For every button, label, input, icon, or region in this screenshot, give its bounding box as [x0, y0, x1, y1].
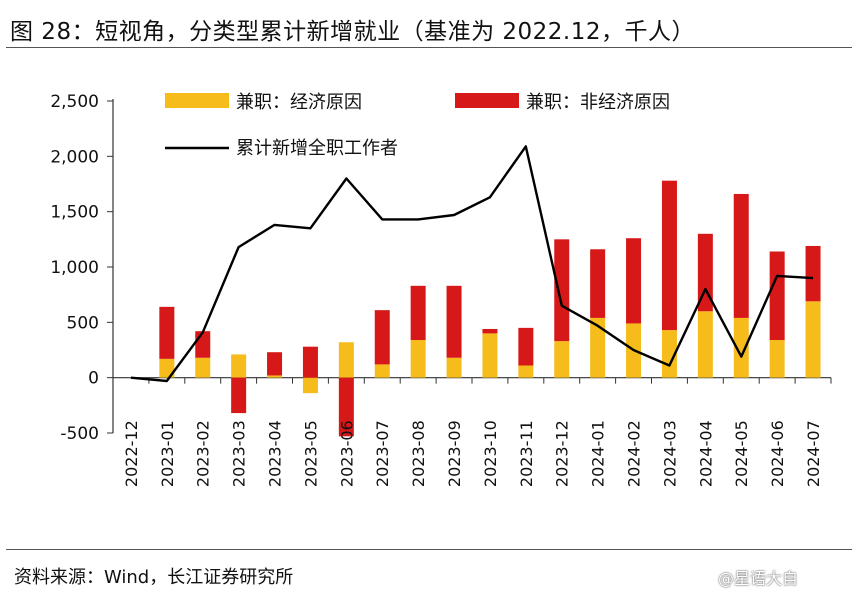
- legend-label-econ: 兼职：经济原因: [236, 92, 362, 113]
- x-tick-label: 2024-02: [625, 420, 644, 487]
- bar-nonecon: [410, 285, 426, 341]
- bar-econ: [267, 375, 283, 378]
- bar-econ: [697, 311, 713, 378]
- bar-nonecon: [518, 327, 534, 366]
- chart-title: 图 28：短视角，分类型累计新增就业（基准为 2022.12，千人）: [10, 19, 695, 45]
- x-tick-label: 2023-01: [158, 420, 177, 487]
- x-tick-label: 2023-03: [230, 420, 249, 487]
- y-tick-label: 0: [88, 369, 99, 389]
- bar-nonecon: [626, 238, 642, 324]
- bar-econ: [410, 340, 426, 378]
- line-fulltime: [130, 145, 814, 383]
- x-tick-label: 2024-01: [589, 420, 608, 487]
- bar-nonecon: [338, 377, 354, 437]
- bar-nonecon: [374, 310, 390, 365]
- chart-bars: [159, 180, 821, 437]
- bar-econ: [195, 357, 211, 378]
- y-tick-label: 500: [67, 313, 99, 333]
- y-tick-label: 2,000: [50, 147, 99, 167]
- bar-nonecon: [661, 180, 677, 331]
- y-tick-label: 1,000: [50, 258, 99, 278]
- source-note: 资料来源：Wind，长江证券研究所: [14, 567, 294, 588]
- x-tick-label: 2024-03: [660, 420, 679, 487]
- bar-nonecon: [590, 249, 606, 318]
- bar-econ: [554, 341, 570, 378]
- x-tick-label: 2023-10: [481, 420, 500, 487]
- x-tick-label: 2023-05: [301, 420, 320, 487]
- title-divider: [6, 47, 852, 48]
- x-tick-label: 2023-07: [373, 420, 392, 487]
- bar-econ: [482, 333, 498, 378]
- y-tick-label: 2,500: [50, 92, 99, 112]
- bar-nonecon: [302, 346, 318, 378]
- bar-nonecon: [769, 251, 785, 341]
- bar-econ: [733, 317, 749, 378]
- bar-nonecon: [267, 352, 283, 376]
- bar-econ: [231, 354, 247, 378]
- bar-nonecon: [733, 193, 749, 318]
- legend-label-nonecon: 兼职：非经济原因: [526, 92, 670, 113]
- bar-nonecon: [805, 245, 821, 302]
- bar-nonecon: [697, 233, 713, 312]
- bar-econ: [590, 317, 606, 378]
- legend-swatch-econ: [165, 93, 229, 108]
- bar-econ: [338, 342, 354, 378]
- x-tick-label: 2023-11: [517, 420, 536, 487]
- x-tick-label: 2023-09: [445, 420, 464, 487]
- bar-nonecon: [554, 239, 570, 342]
- bar-econ: [518, 365, 534, 378]
- bar-econ: [805, 301, 821, 378]
- watermark: @星语大自: [718, 569, 799, 588]
- bar-econ: [302, 377, 318, 394]
- x-tick-label: 2023-12: [553, 420, 572, 487]
- bar-econ: [769, 340, 785, 378]
- x-tick-label: 2024-04: [696, 420, 715, 487]
- chart-ticks: 2,500 2,000 1,500 1,000 500 0 -500 2022-12 2023-…: [50, 92, 823, 487]
- y-tick-label: 1,500: [50, 203, 99, 223]
- x-tick-label: 2024-05: [732, 420, 751, 487]
- bar-nonecon: [159, 306, 175, 359]
- bar-nonecon: [446, 285, 462, 358]
- x-tick-label: 2024-06: [768, 420, 787, 487]
- x-tick-label: 2023-02: [194, 420, 213, 487]
- y-tick-label: -500: [60, 424, 99, 444]
- bar-econ: [661, 330, 677, 378]
- bar-nonecon: [195, 331, 211, 358]
- x-tick-label: 2023-04: [266, 420, 285, 487]
- chart-line: [130, 145, 814, 383]
- bar-econ: [374, 364, 390, 378]
- legend-swatch-nonecon: [455, 93, 519, 108]
- bar-nonecon: [231, 377, 247, 414]
- bar-nonecon: [482, 328, 498, 334]
- x-tick-label: 2024-07: [804, 420, 823, 487]
- footer-divider: [6, 549, 852, 550]
- x-tick-label: 2023-06: [337, 420, 356, 487]
- chart: 2,500 2,000 1,500 1,000 500 0 -500 2022-12 2023-…: [50, 92, 832, 487]
- x-tick-label: 2022-12: [122, 420, 141, 487]
- x-tick-label: 2023-08: [409, 420, 428, 487]
- bar-econ: [159, 358, 175, 378]
- legend-label-line: 累计新增全职工作者: [236, 138, 398, 159]
- bar-econ: [446, 357, 462, 378]
